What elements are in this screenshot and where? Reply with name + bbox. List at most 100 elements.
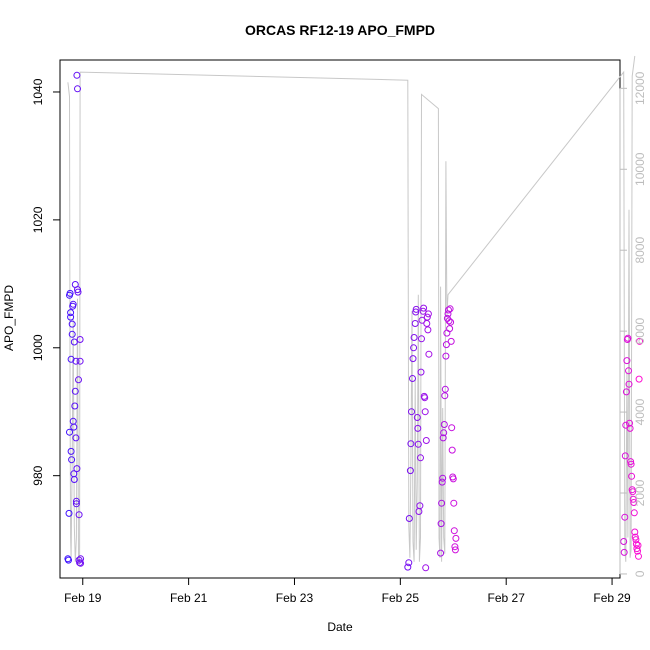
data-point — [439, 434, 447, 442]
data-point — [414, 424, 422, 432]
data-point — [448, 446, 456, 454]
data-point — [630, 499, 638, 506]
data-point — [437, 520, 445, 528]
data-point — [67, 447, 75, 455]
y2-tick-label: 6000 — [633, 317, 647, 344]
data-point — [70, 423, 78, 431]
data-point — [72, 497, 80, 505]
apo-points-series — [64, 71, 644, 572]
data-point — [423, 313, 431, 321]
data-point — [629, 495, 637, 503]
data-point — [66, 289, 74, 297]
data-point — [412, 308, 420, 316]
data-point — [417, 454, 424, 462]
data-point — [447, 318, 455, 326]
data-point — [410, 334, 418, 341]
data-point — [630, 509, 638, 517]
y-axis-label: APO_FMPD — [2, 285, 16, 351]
data-point — [74, 286, 81, 294]
data-point — [420, 304, 428, 312]
data-point — [636, 337, 644, 345]
data-point — [442, 352, 450, 360]
data-point — [75, 376, 82, 384]
x-tick-label: Feb 23 — [276, 591, 314, 605]
data-point — [622, 388, 630, 396]
data-point — [450, 527, 458, 535]
data-point — [438, 478, 446, 486]
data-point — [626, 419, 633, 427]
y2-tick-label: 4000 — [633, 398, 647, 425]
data-point — [451, 546, 459, 554]
y2-tick-label: 8000 — [633, 237, 647, 264]
data-point — [421, 408, 429, 416]
data-point — [73, 465, 81, 473]
data-point — [68, 320, 76, 328]
data-point — [413, 414, 421, 421]
data-point — [68, 330, 76, 338]
data-point — [422, 564, 430, 572]
data-point — [621, 452, 629, 460]
data-point — [448, 424, 456, 432]
data-point — [76, 336, 84, 343]
data-point — [77, 555, 85, 563]
data-point — [631, 528, 639, 536]
data-point — [627, 458, 635, 466]
data-point — [620, 548, 628, 556]
data-point — [438, 499, 446, 507]
x-tick-label: Feb 19 — [64, 591, 102, 605]
data-point — [447, 337, 455, 345]
data-point — [75, 511, 83, 519]
data-point — [621, 513, 629, 521]
data-point — [409, 355, 417, 363]
data-point — [66, 428, 73, 436]
altitude-line — [67, 55, 636, 566]
data-point — [75, 556, 83, 564]
data-point — [449, 475, 457, 483]
data-point — [406, 467, 414, 475]
data-point — [439, 474, 447, 482]
data-point — [72, 357, 80, 365]
data-point — [417, 368, 425, 376]
x-tick-label: Feb 21 — [170, 591, 208, 605]
data-point — [76, 357, 84, 365]
y2-tick-label: 0 — [633, 570, 647, 577]
data-point — [445, 317, 453, 325]
data-point — [412, 305, 420, 313]
data-point — [418, 335, 425, 343]
data-point — [70, 476, 78, 483]
chart-title: ORCAS RF12-19 APO_FMPD — [245, 22, 435, 38]
data-point — [70, 338, 78, 346]
data-point — [450, 499, 458, 507]
data-point — [620, 538, 628, 545]
data-point — [451, 543, 459, 551]
data-point — [404, 563, 412, 571]
data-point — [446, 325, 454, 333]
y2-tick-label: 12000 — [633, 71, 647, 105]
data-point — [446, 305, 454, 313]
data-point — [437, 549, 445, 557]
data-point — [416, 502, 424, 510]
data-point — [73, 71, 81, 79]
data-point — [624, 334, 632, 342]
data-point — [410, 344, 418, 352]
data-point — [625, 380, 633, 388]
axes: Feb 19 Feb 21 Feb 23 Feb 25 Feb 27 Feb 29 980 1… — [31, 71, 647, 605]
data-point — [425, 350, 433, 358]
x-tick-label: Feb 25 — [382, 591, 420, 605]
data-point — [442, 341, 450, 349]
data-point — [67, 309, 75, 317]
data-point — [405, 559, 413, 567]
data-point — [65, 509, 73, 517]
data-point — [74, 288, 82, 296]
data-point — [623, 357, 631, 365]
data-point — [69, 417, 77, 425]
data-point — [67, 313, 75, 321]
data-point — [441, 385, 449, 393]
data-point — [635, 375, 643, 383]
data-point — [411, 320, 419, 327]
data-point — [634, 541, 642, 549]
data-point — [626, 424, 634, 432]
data-point — [72, 500, 80, 508]
data-point — [408, 408, 415, 416]
